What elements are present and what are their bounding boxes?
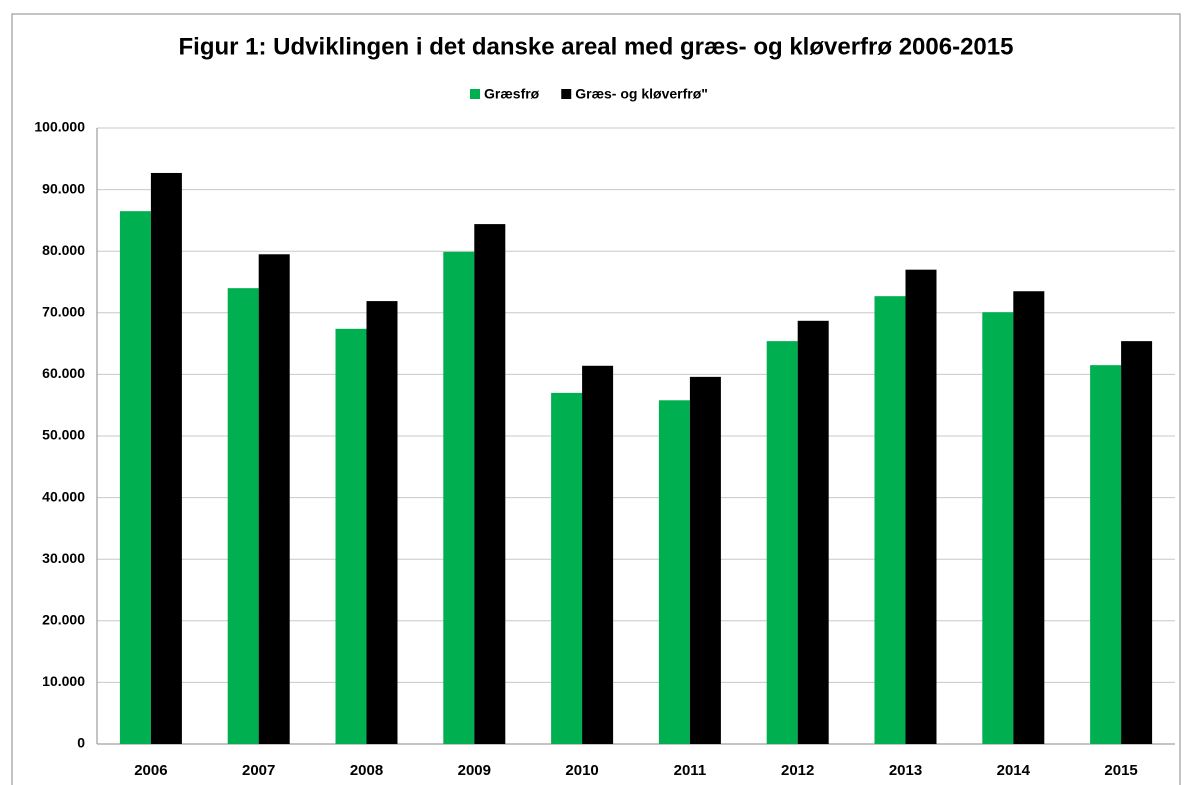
legend-label: Græs- og kløverfrø" bbox=[575, 86, 708, 102]
x-tick-label: 2014 bbox=[997, 762, 1031, 779]
bar bbox=[766, 341, 798, 744]
bar bbox=[797, 320, 829, 744]
legend-swatch bbox=[470, 89, 480, 99]
bar bbox=[119, 211, 151, 744]
y-tick-label: 20.000 bbox=[42, 612, 85, 628]
bar bbox=[1121, 341, 1153, 744]
bar bbox=[1090, 365, 1122, 744]
bar bbox=[474, 224, 506, 744]
x-tick-label: 2012 bbox=[781, 762, 814, 779]
x-tick-label: 2009 bbox=[458, 762, 491, 779]
bar bbox=[874, 296, 906, 744]
x-tick-label: 2015 bbox=[1104, 762, 1137, 779]
x-tick-label: 2011 bbox=[674, 762, 707, 779]
bar bbox=[551, 392, 583, 744]
y-tick-label: 90.000 bbox=[42, 180, 85, 196]
x-tick-label: 2010 bbox=[565, 762, 598, 779]
bar bbox=[1013, 291, 1045, 744]
bar bbox=[443, 251, 475, 745]
y-tick-label: 40.000 bbox=[42, 488, 85, 504]
bar bbox=[150, 172, 182, 744]
y-tick-label: 70.000 bbox=[42, 304, 85, 320]
bar bbox=[258, 254, 290, 744]
bar bbox=[689, 376, 721, 744]
bar bbox=[582, 365, 614, 744]
x-tick-label: 2006 bbox=[134, 762, 167, 779]
bar bbox=[982, 312, 1014, 744]
y-tick-label: 60.000 bbox=[42, 365, 85, 381]
x-tick-label: 2013 bbox=[889, 762, 922, 779]
legend-swatch bbox=[561, 89, 572, 99]
y-tick-label: 30.000 bbox=[42, 550, 85, 566]
y-tick-label: 10.000 bbox=[42, 673, 85, 689]
y-tick-label: 80.000 bbox=[42, 242, 85, 258]
bar bbox=[227, 288, 259, 744]
bar bbox=[905, 269, 937, 744]
bar bbox=[335, 328, 367, 744]
legend-label: Græsfrø bbox=[484, 86, 540, 102]
bar bbox=[658, 400, 690, 744]
y-tick-label: 0 bbox=[77, 735, 85, 751]
bar bbox=[366, 301, 398, 744]
y-tick-label: 50.000 bbox=[42, 427, 85, 443]
chart-title: Figur 1: Udviklingen i det danske areal … bbox=[179, 33, 1014, 60]
x-tick-label: 2007 bbox=[242, 762, 275, 779]
x-tick-label: 2008 bbox=[350, 762, 383, 779]
y-tick-label: 100.000 bbox=[34, 119, 85, 135]
